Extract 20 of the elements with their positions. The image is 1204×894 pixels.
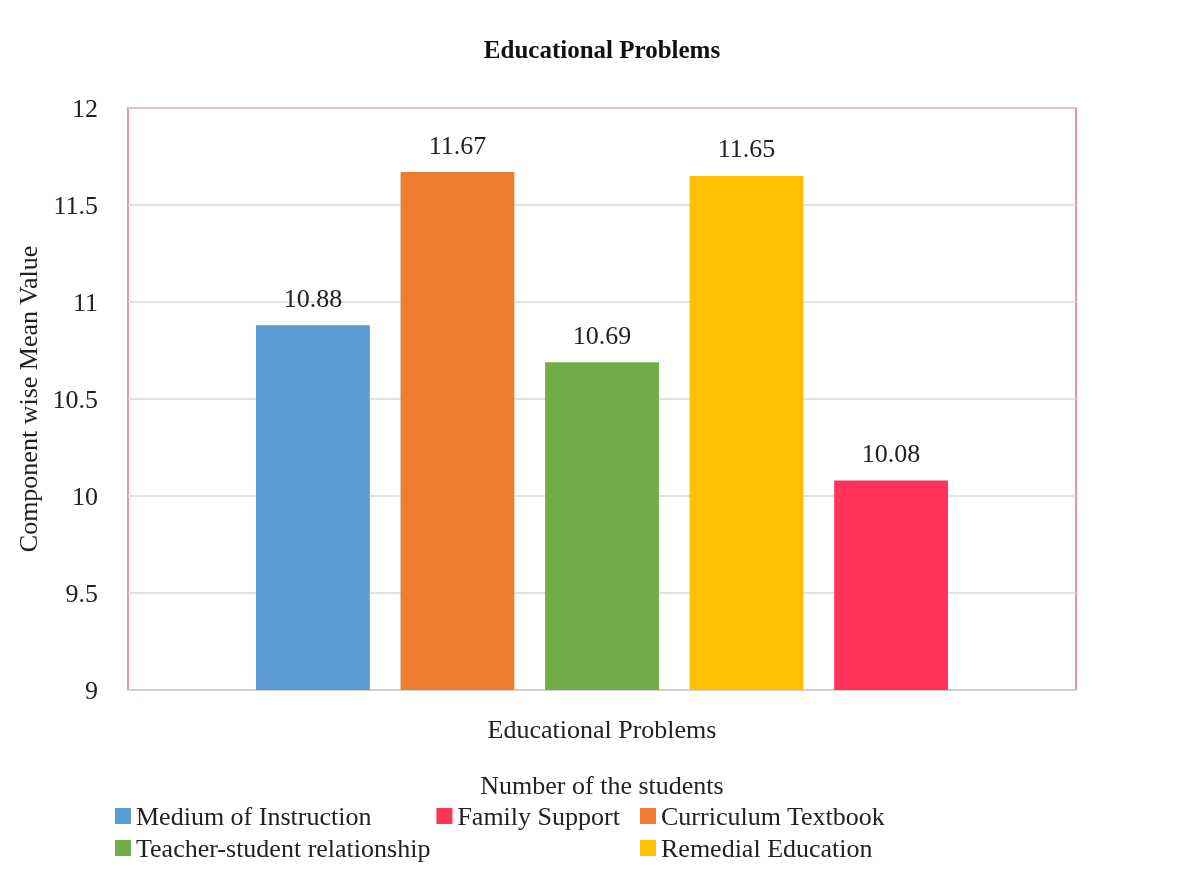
y-tick-label: 9.5 <box>65 578 98 608</box>
data-label: 10.88 <box>283 283 343 313</box>
legend-label: Curriculum Textbook <box>661 801 885 831</box>
data-label: 10.69 <box>572 320 632 350</box>
data-label: 11.67 <box>428 130 487 160</box>
legend-label: Medium of Instruction <box>136 801 372 831</box>
data-label: 10.08 <box>861 438 921 468</box>
y-tick-label: 10 <box>72 481 98 511</box>
y-tick-label: 10.5 <box>52 384 98 414</box>
y-tick-label: 11 <box>72 287 98 317</box>
chart-title: Educational Problems <box>483 36 721 63</box>
y-axis-title: Component wise Mean Value <box>14 245 44 553</box>
x-axis-title: Number of the students <box>480 770 724 800</box>
legend-label: Remedial Education <box>661 833 873 863</box>
legend-label: Family Support <box>457 801 621 831</box>
y-tick-label: 12 <box>72 93 98 123</box>
y-tick-label: 9 <box>85 675 98 705</box>
y-tick-label: 11.5 <box>53 190 98 220</box>
data-label: 11.65 <box>717 134 776 164</box>
legend-label: Teacher-student relationship <box>136 833 431 863</box>
